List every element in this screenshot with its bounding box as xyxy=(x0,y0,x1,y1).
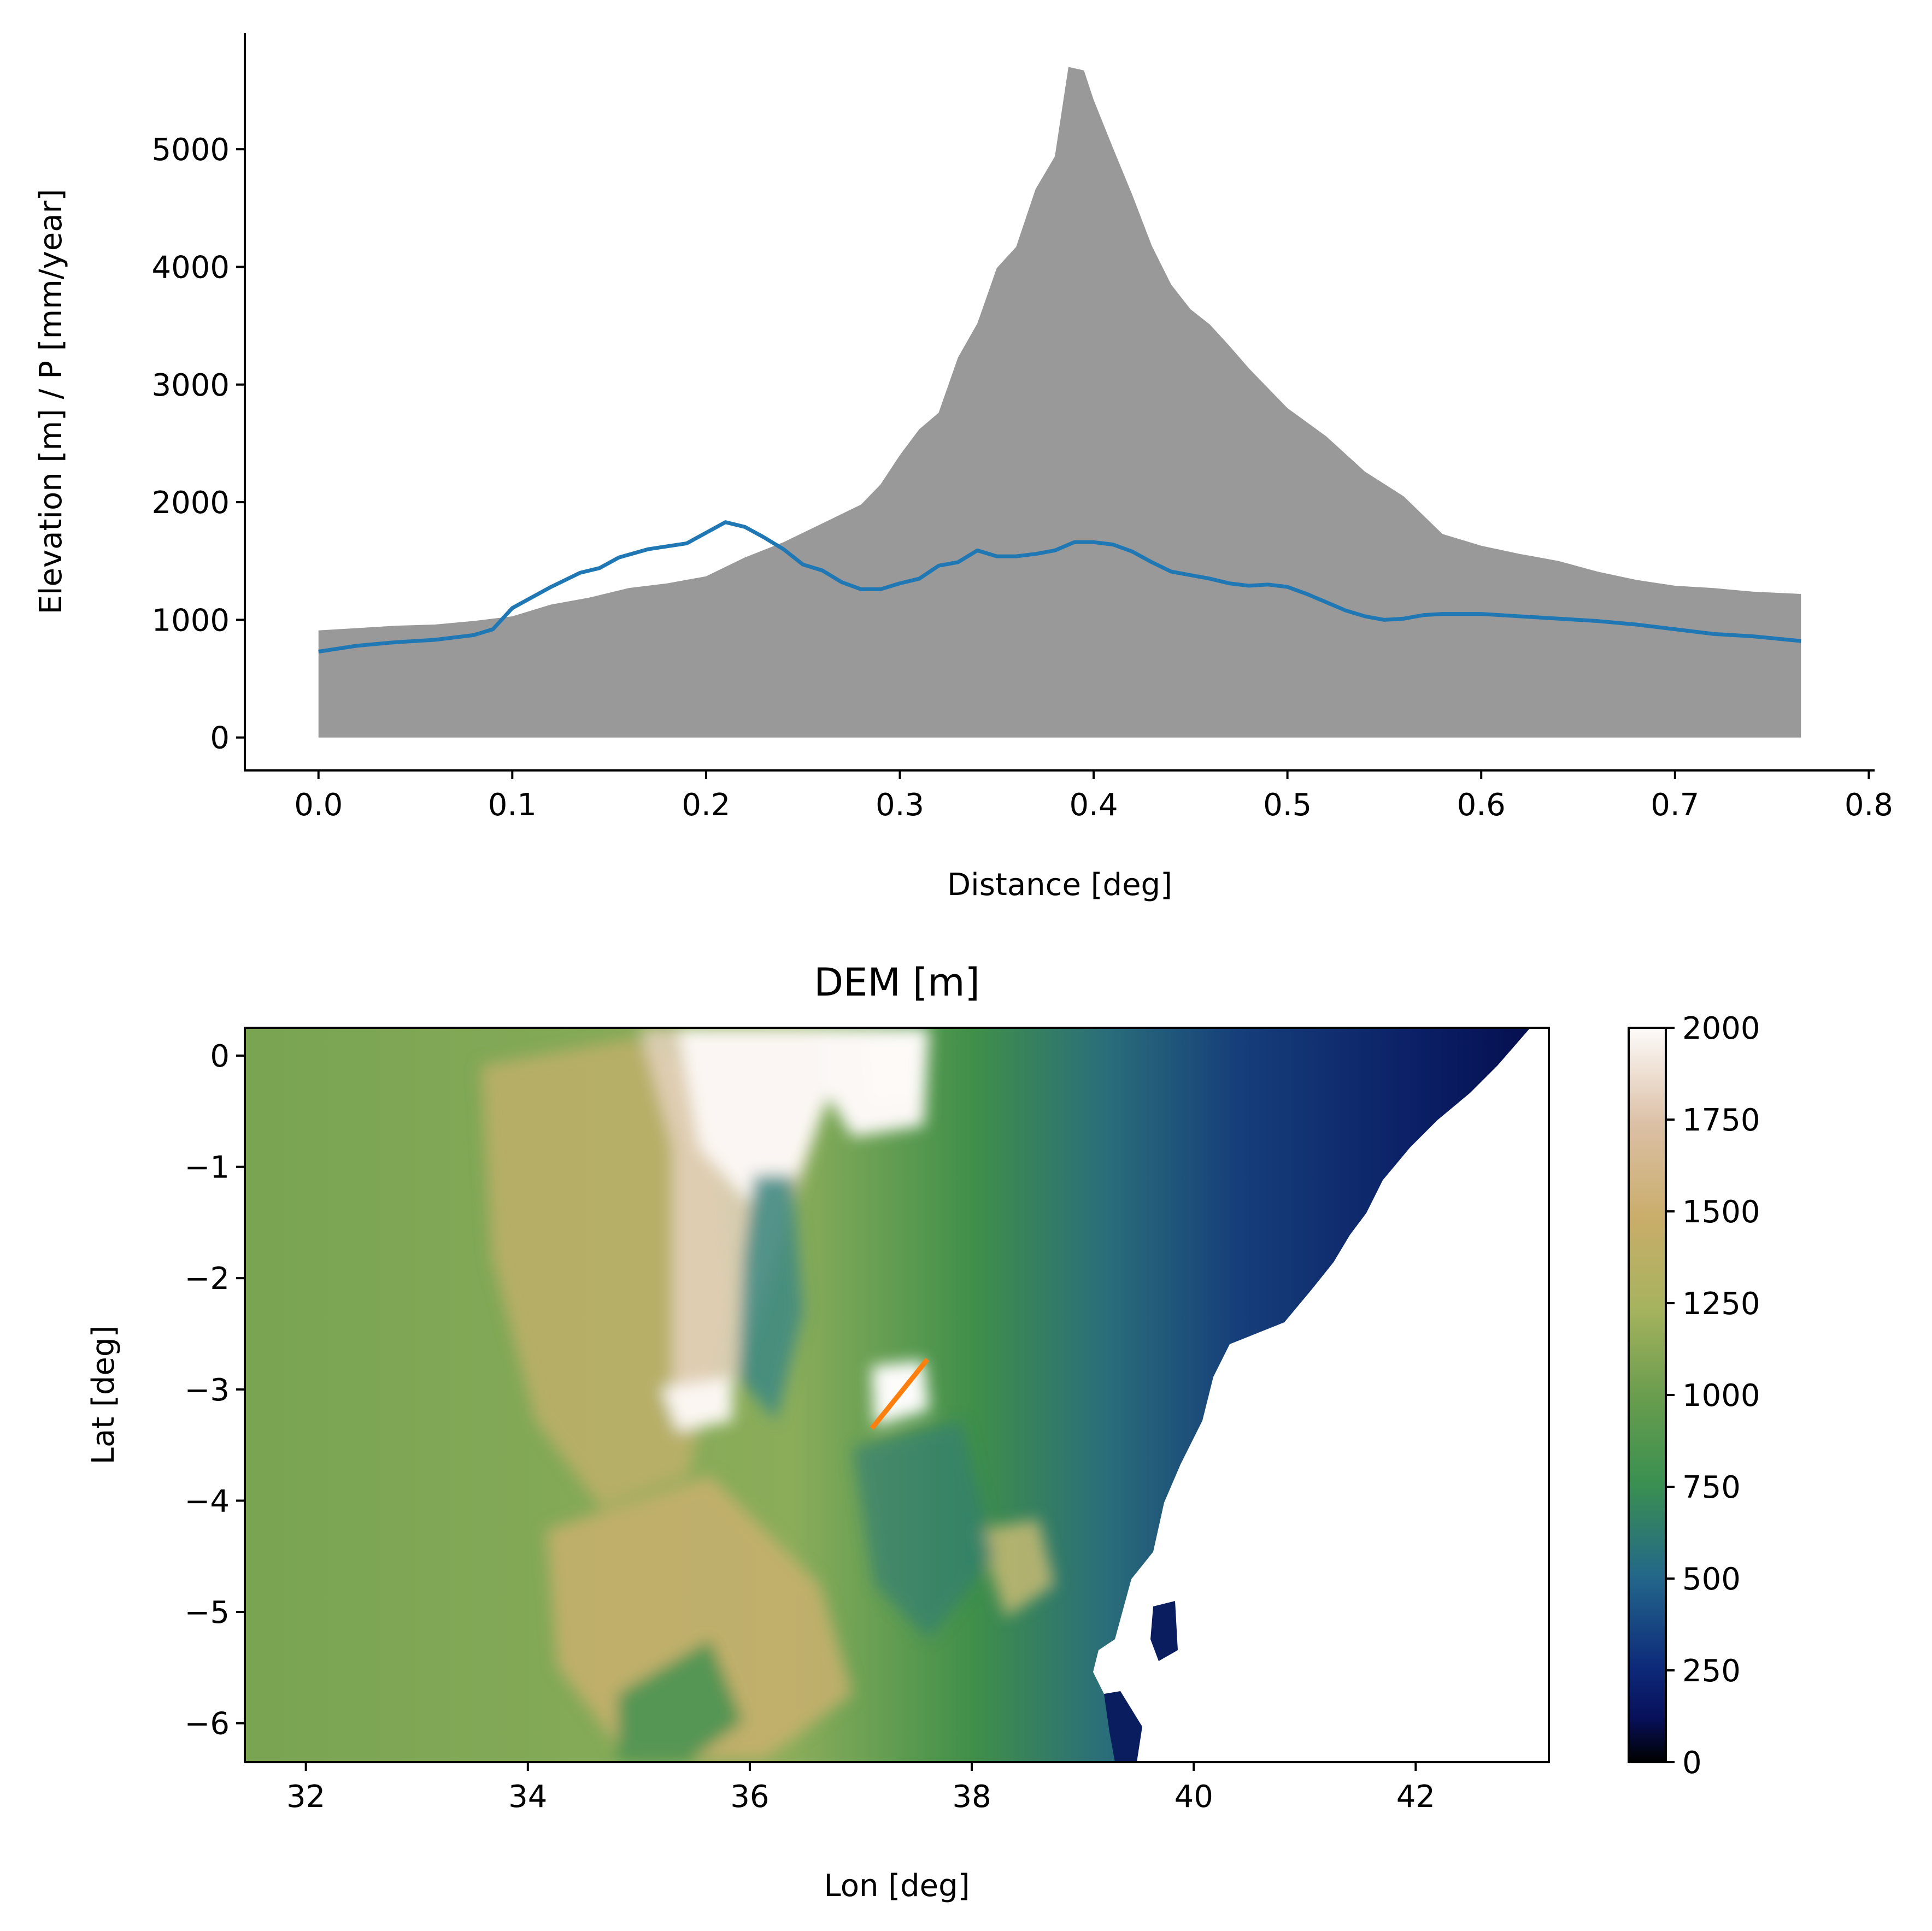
profile-x-tick-label: 0.5 xyxy=(1263,787,1312,823)
colorbar-tick-label: 1750 xyxy=(1682,1103,1760,1138)
colorbar-tick-label: 0 xyxy=(1682,1745,1702,1781)
profile-y-tick-label: 4000 xyxy=(151,250,230,285)
profile-x-tick-label: 0.6 xyxy=(1457,787,1506,823)
dem-map-panel: DEM [m] xyxy=(86,960,1550,1904)
dem-southeast-hills xyxy=(978,1519,1055,1617)
dem-lowland-green xyxy=(618,1639,743,1762)
dem-ocean-mask xyxy=(1093,1028,1549,1762)
map-y-label: Lat [deg] xyxy=(86,1326,121,1465)
dem-tsavo-teal xyxy=(853,1421,995,1639)
elevation-area xyxy=(318,67,1801,738)
map-x-tick-label: 32 xyxy=(286,1779,325,1815)
map-x-tick-label: 42 xyxy=(1396,1779,1435,1815)
map-y-ticks: 0 −1 −2 −3 −4 −5 −6 xyxy=(184,1039,245,1742)
profile-x-label: Distance [deg] xyxy=(947,867,1172,903)
map-x-label: Lon [deg] xyxy=(824,1868,970,1904)
colorbar-ticks: 0 250 500 750 1000 1250 1500 1750 2000 xyxy=(1666,1011,1760,1781)
colorbar-tick-label: 750 xyxy=(1682,1470,1741,1505)
dem-image xyxy=(245,1028,1549,1762)
map-x-ticks: 32 34 36 38 40 42 xyxy=(286,1762,1435,1815)
profile-x-tick-label: 0.3 xyxy=(876,787,924,823)
map-x-tick-label: 36 xyxy=(730,1779,769,1815)
colorbar-tick-label: 1500 xyxy=(1682,1194,1760,1230)
transect-line xyxy=(870,1358,930,1430)
colorbar-tick-label: 250 xyxy=(1682,1653,1741,1689)
dem-island-south xyxy=(1104,1691,1142,1762)
profile-x-tick-label: 0.4 xyxy=(1070,787,1118,823)
colorbar: 0 250 500 750 1000 1250 1500 1750 2000 xyxy=(1628,1011,1760,1781)
profile-y-tick-label: 0 xyxy=(210,721,230,756)
colorbar-gradient xyxy=(1628,1027,1667,1763)
map-x-tick-label: 38 xyxy=(952,1779,991,1815)
profile-x-tick-label: 0.1 xyxy=(488,787,537,823)
map-x-tick-label: 34 xyxy=(508,1779,547,1815)
dem-highland-tan-south xyxy=(547,1475,853,1759)
profile-y-tick-label: 3000 xyxy=(151,368,230,403)
map-y-tick-label: −4 xyxy=(184,1483,230,1519)
profile-y-tick-label: 5000 xyxy=(151,132,230,168)
dem-rift-valley-lake xyxy=(738,1175,803,1421)
profile-x-ticks: 0.0 0.1 0.2 0.3 0.4 0.5 0.6 0.7 0.8 xyxy=(294,770,1893,823)
dem-map-frame xyxy=(244,1027,1550,1763)
map-y-tick-label: 0 xyxy=(210,1039,230,1074)
dem-highland-white-north xyxy=(678,1028,831,1202)
colorbar-tick-label: 1000 xyxy=(1682,1378,1760,1414)
map-x-tick-label: 40 xyxy=(1175,1779,1213,1815)
map-y-tick-label: −2 xyxy=(184,1261,230,1297)
colorbar-tick-label: 1250 xyxy=(1682,1286,1760,1322)
profile-y-tick-label: 2000 xyxy=(151,485,230,521)
profile-x-tick-label: 0.8 xyxy=(1845,787,1893,823)
colorbar-tick-label: 500 xyxy=(1682,1562,1741,1597)
precipitation-line xyxy=(318,520,1801,654)
profile-y-label: Elevation [m] / P [mm/year] xyxy=(33,189,69,615)
dem-title: DEM [m] xyxy=(814,960,980,1005)
profile-x-tick-label: 0.0 xyxy=(294,787,343,823)
dem-island-north xyxy=(1150,1601,1178,1661)
profile-x-tick-label: 0.2 xyxy=(682,787,730,823)
dem-meru-white xyxy=(661,1377,732,1432)
profile-y-tick-label: 1000 xyxy=(151,603,230,638)
profile-x-tick-label: 0.7 xyxy=(1651,787,1699,823)
colorbar-tick-label: 2000 xyxy=(1682,1011,1760,1046)
map-y-tick-label: −6 xyxy=(184,1706,230,1742)
profile-y-ticks: 0 1000 2000 3000 4000 5000 xyxy=(151,132,245,756)
profile-panel: 0.0 0.1 0.2 0.3 0.4 0.5 0.6 0.7 0.8 0 1000 2000 300… xyxy=(33,33,1893,903)
map-y-tick-label: −1 xyxy=(184,1150,230,1186)
map-y-tick-label: −5 xyxy=(184,1595,230,1630)
dem-kenya-peak xyxy=(864,1033,924,1104)
map-y-tick-label: −3 xyxy=(184,1373,230,1408)
